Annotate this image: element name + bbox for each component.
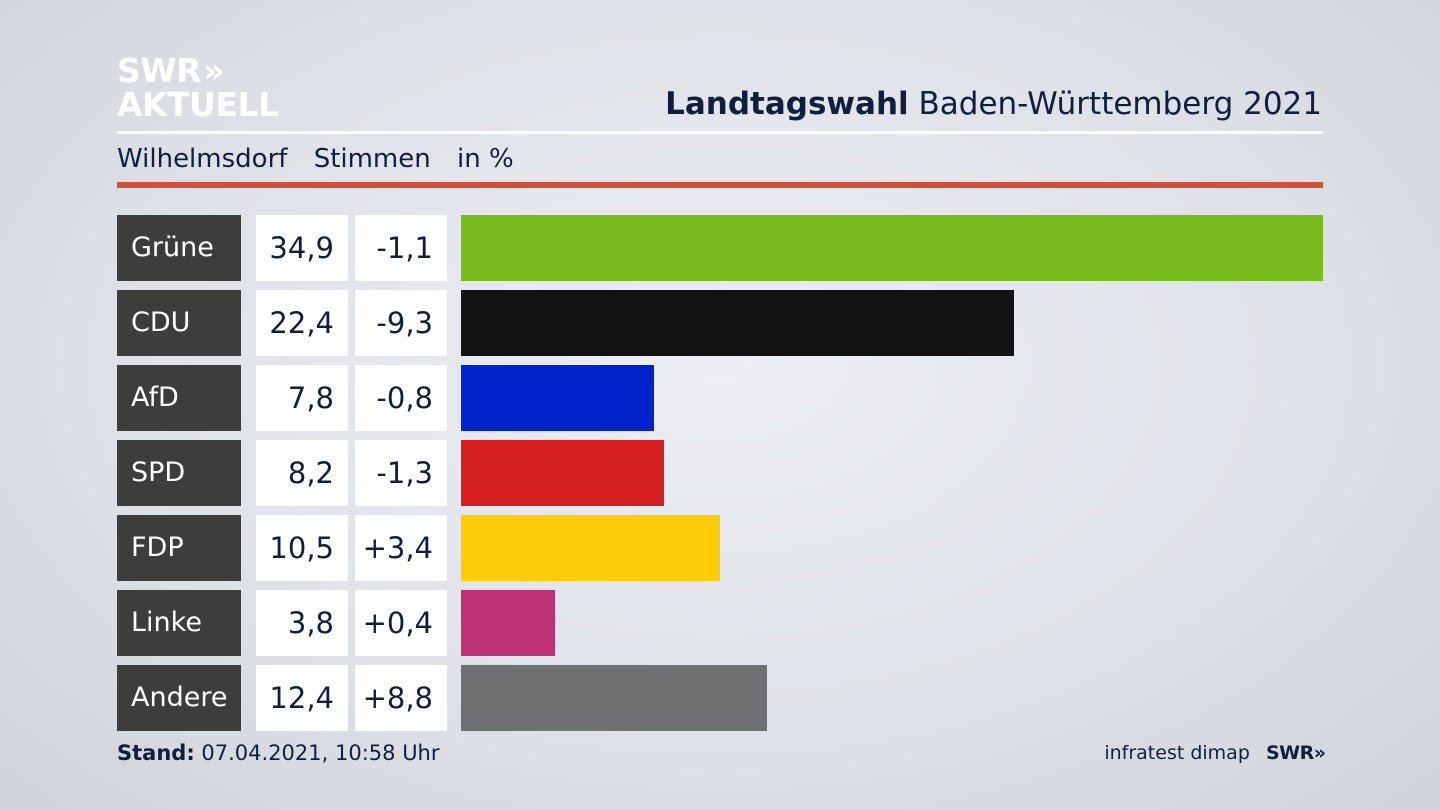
location-label: Wilhelmsdorf [117, 144, 288, 174]
vote-share-value: 10,5 [256, 515, 348, 581]
swr-footer-logo: SWR» [1265, 742, 1326, 764]
source-credit: infratest dimap SWR» [1104, 742, 1326, 764]
vote-change-value: -1,1 [355, 215, 447, 281]
party-label: Andere [117, 665, 241, 731]
stand-value: 07.04.2021, 10:58 Uhr [201, 741, 440, 765]
footer-logo-text: SWR [1265, 742, 1314, 764]
vote-change-value: -0,8 [355, 365, 447, 431]
bar [461, 590, 555, 656]
chart-row: SPD 8,2 -1,3 [117, 440, 1323, 506]
chart-subtitle: Wilhelmsdorf Stimmen in % [117, 144, 532, 174]
vote-change-value: -9,3 [355, 290, 447, 356]
accent-divider [117, 182, 1323, 188]
vote-share-value: 3,8 [256, 590, 348, 656]
party-label: SPD [117, 440, 241, 506]
swr-aktuell-logo: SWR» AKTUELL [117, 54, 279, 121]
bar [461, 515, 720, 581]
vote-share-value: 8,2 [256, 440, 348, 506]
unit-label: in % [457, 144, 514, 174]
bar [461, 665, 767, 731]
bar [461, 365, 654, 431]
party-label: AfD [117, 365, 241, 431]
vote-share-value: 7,8 [256, 365, 348, 431]
bar [461, 215, 1323, 281]
vote-change-value: -1,3 [355, 440, 447, 506]
party-label: Linke [117, 590, 241, 656]
party-label: FDP [117, 515, 241, 581]
vote-share-value: 22,4 [256, 290, 348, 356]
source-label: infratest dimap [1104, 742, 1250, 764]
header-divider [117, 131, 1323, 134]
chart-row: FDP 10,5 +3,4 [117, 515, 1323, 581]
page-title: Landtagswahl Baden-Württemberg 2021 [665, 86, 1322, 122]
chart-row: Andere 12,4 +8,8 [117, 665, 1323, 731]
vote-change-value: +0,4 [355, 590, 447, 656]
metric-label: Stimmen [313, 144, 431, 174]
bar-chart: Grüne 34,9 -1,1 CDU 22,4 -9,3 AfD 7,8 -0,8 SPD 8,2… [117, 215, 1323, 735]
logo-swr-text: SWR [117, 51, 202, 90]
bar [461, 290, 1014, 356]
party-label: CDU [117, 290, 241, 356]
chart-row: Grüne 34,9 -1,1 [117, 215, 1323, 281]
party-label: Grüne [117, 215, 241, 281]
chart-row: AfD 7,8 -0,8 [117, 365, 1323, 431]
title-bold: Landtagswahl [665, 86, 909, 122]
footer-logo-arrows-icon: » [1313, 742, 1326, 764]
logo-line-aktuell: AKTUELL [117, 85, 279, 124]
bar [461, 440, 664, 506]
chart-row: Linke 3,8 +0,4 [117, 590, 1323, 656]
logo-line-swr: SWR» [117, 54, 279, 87]
stand-label: Stand: [117, 741, 195, 765]
vote-share-value: 34,9 [256, 215, 348, 281]
vote-change-value: +8,8 [355, 665, 447, 731]
vote-share-value: 12,4 [256, 665, 348, 731]
chart-row: CDU 22,4 -9,3 [117, 290, 1323, 356]
vote-change-value: +3,4 [355, 515, 447, 581]
title-rest: Baden-Württemberg 2021 [918, 86, 1322, 122]
timestamp: Stand: 07.04.2021, 10:58 Uhr [117, 741, 440, 765]
